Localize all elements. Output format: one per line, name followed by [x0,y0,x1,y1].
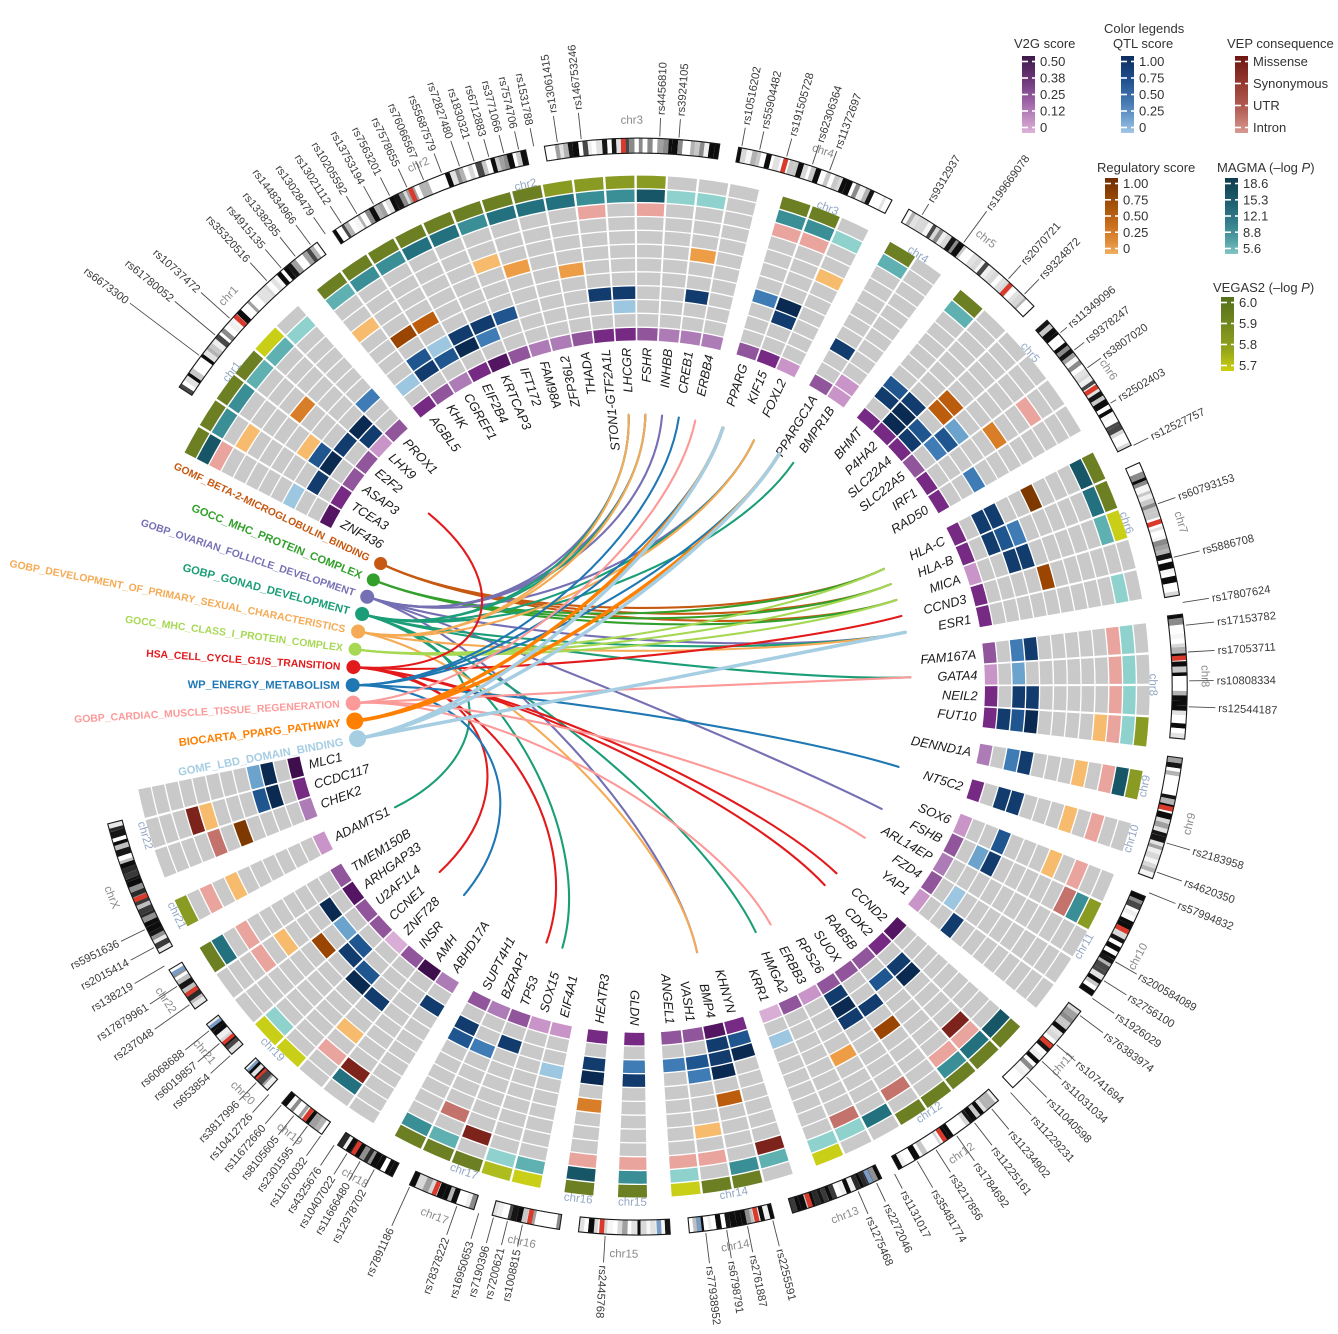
svg-text:QTL score: QTL score [1113,36,1173,51]
svg-text:MAGMA (–log P): MAGMA (–log P) [1217,160,1315,175]
svg-text:0.25: 0.25 [1139,104,1164,119]
svg-text:rs2445768: rs2445768 [593,1265,608,1319]
svg-text:THADA: THADA [577,351,599,396]
svg-text:chr9: chr9 [1181,812,1198,837]
svg-text:0.38: 0.38 [1040,71,1065,86]
svg-text:0.50: 0.50 [1040,54,1065,69]
svg-text:ESR1: ESR1 [937,612,973,633]
svg-text:5.7: 5.7 [1239,358,1257,373]
svg-text:INHBB: INHBB [657,348,675,389]
svg-text:LHCGR: LHCGR [619,348,636,393]
svg-text:0.50: 0.50 [1139,87,1164,102]
svg-text:V2G score: V2G score [1014,36,1075,51]
svg-text:0.25: 0.25 [1123,225,1148,240]
svg-text:FSHR: FSHR [639,348,655,383]
svg-text:ANGEL1: ANGEL1 [658,972,678,1025]
svg-text:12.1: 12.1 [1243,209,1268,224]
svg-text:0.50: 0.50 [1123,209,1148,224]
svg-text:chr16: chr16 [563,1191,593,1206]
svg-text:Intron: Intron [1253,120,1286,135]
svg-text:GATA4: GATA4 [937,667,978,683]
svg-text:1.00: 1.00 [1123,176,1148,191]
svg-text:rs12544187: rs12544187 [1218,703,1278,717]
svg-text:HEATR3: HEATR3 [592,973,613,1024]
svg-text:CREB1: CREB1 [675,350,696,394]
svg-text:rs3924105: rs3924105 [676,63,692,117]
svg-text:5.6: 5.6 [1243,241,1261,256]
svg-text:Regulatory score: Regulatory score [1097,160,1195,175]
svg-text:GLDN: GLDN [627,990,642,1026]
svg-text:5.9: 5.9 [1239,316,1257,331]
svg-text:18.6: 18.6 [1243,176,1268,191]
svg-text:Missense: Missense [1253,54,1308,69]
svg-text:FAM167A: FAM167A [920,647,977,667]
svg-text:FUT10: FUT10 [937,706,978,724]
svg-text:chr14: chr14 [720,1238,751,1255]
svg-text:Color legends: Color legends [1104,21,1185,36]
svg-text:rs10808334: rs10808334 [1217,675,1276,688]
svg-text:0: 0 [1123,241,1130,256]
svg-text:chr8: chr8 [1147,674,1159,696]
svg-text:0: 0 [1040,120,1047,135]
svg-text:chr3: chr3 [621,114,644,126]
svg-text:5.8: 5.8 [1239,337,1257,352]
svg-text:0.75: 0.75 [1139,71,1164,86]
svg-text:0: 0 [1139,120,1146,135]
svg-text:VASH1: VASH1 [677,980,698,1023]
svg-text:BMP4: BMP4 [697,982,719,1019]
svg-text:Synonymous: Synonymous [1253,76,1329,91]
svg-text:8.8: 8.8 [1243,225,1261,240]
svg-text:VEP consequence: VEP consequence [1227,36,1334,51]
svg-text:chr14: chr14 [719,1185,750,1202]
svg-text:NEIL2: NEIL2 [942,687,978,703]
svg-text:chr15: chr15 [609,1248,638,1261]
svg-text:UTR: UTR [1253,98,1280,113]
svg-text:rs17053711: rs17053711 [1217,641,1276,657]
svg-text:chr9: chr9 [1137,774,1153,798]
svg-text:6.0: 6.0 [1239,295,1257,310]
svg-text:15.3: 15.3 [1243,192,1268,207]
svg-text:chr15: chr15 [618,1196,647,1208]
svg-text:chr16: chr16 [506,1234,537,1252]
svg-text:WP_ENERGY_METABOLISM: WP_ENERGY_METABOLISM [188,679,340,692]
svg-text:1.00: 1.00 [1139,54,1164,69]
svg-text:rs4456810: rs4456810 [656,62,670,115]
svg-text:0.12: 0.12 [1040,104,1065,119]
svg-text:0.75: 0.75 [1123,192,1148,207]
svg-text:chr2: chr2 [513,177,537,194]
svg-text:chr8: chr8 [1198,665,1210,688]
svg-text:VEGAS2 (–log P): VEGAS2 (–log P) [1213,280,1314,295]
svg-text:0.25: 0.25 [1040,87,1065,102]
